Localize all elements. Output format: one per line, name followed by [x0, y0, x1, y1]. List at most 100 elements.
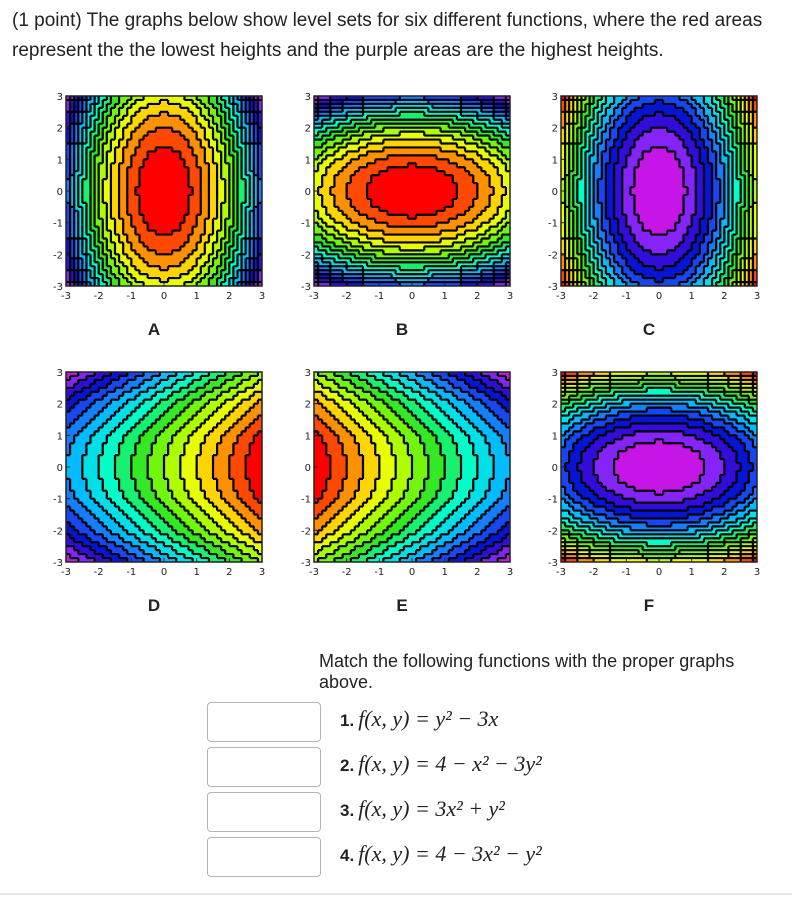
x-tick-label: -2 [342, 291, 352, 302]
x-tick-label: -3 [556, 567, 566, 578]
contour-svg: -3 -2 -1 0 1 2 3 3 2 1 0 -1 -2 -3 [301, 368, 513, 578]
y-tick-label: -1 [53, 219, 63, 230]
graph-label-a: A [147, 320, 161, 339]
x-tick-label: 1 [193, 291, 199, 302]
answer-input-1[interactable] [207, 702, 321, 742]
x-tick-label: -1 [374, 291, 384, 302]
x-tick-label: 2 [226, 567, 232, 578]
x-tick-label: -2 [589, 291, 599, 302]
graph-label-e: E [396, 596, 408, 615]
function-formula: 3. f(x, y) = 3x² + y² [340, 796, 505, 822]
y-tick-label: -2 [548, 250, 558, 261]
contour-fill [66, 96, 263, 287]
y-tick-label: 3 [305, 92, 311, 103]
y-tick-label: 1 [305, 431, 311, 442]
x-tick-label: 3 [259, 291, 265, 302]
y-tick-label: -1 [548, 219, 558, 230]
y-tick-label: 3 [57, 368, 63, 379]
contour-svg: -3 -2 -1 0 1 2 3 3 2 1 0 -1 -2 -3 [53, 368, 265, 578]
x-tick-label: 3 [507, 291, 513, 302]
y-tick-label: -1 [301, 219, 311, 230]
divider [0, 893, 792, 895]
x-tick-label: -2 [589, 567, 599, 578]
contour-fill [66, 372, 263, 563]
contour-lines [561, 372, 757, 562]
x-tick-label: -1 [126, 567, 136, 578]
x-tick-label: -1 [126, 291, 136, 302]
function-formula: 1. f(x, y) = y² − 3x [340, 706, 498, 732]
contour-fill [314, 372, 511, 563]
x-tick-label: -1 [621, 567, 631, 578]
answer-input-2[interactable] [207, 747, 321, 787]
y-tick-label: -2 [53, 250, 63, 261]
x-tick-label: 3 [259, 567, 265, 578]
y-tick-label: 2 [57, 124, 63, 135]
contour-lines [66, 372, 262, 562]
x-tick-label: -3 [309, 291, 319, 302]
match-instruction: Match the following functions with the p… [319, 651, 735, 692]
graph-label-b: B [395, 320, 409, 339]
x-tick-label: 3 [507, 567, 513, 578]
contour-svg: -3 -2 -1 0 1 2 3 3 2 1 0 -1 -2 -3 [301, 92, 513, 302]
graph-label-d: D [147, 596, 161, 615]
x-tick-label: 1 [441, 567, 447, 578]
function-formula: 4. f(x, y) = 4 − 3x² − y² [340, 841, 542, 867]
x-tick-label: -1 [621, 291, 631, 302]
graph-label-c: C [642, 320, 656, 339]
y-tick-label: -1 [301, 495, 311, 506]
x-tick-label: 0 [161, 567, 167, 578]
y-tick-label: 0 [552, 187, 558, 198]
contour-plot-a: -3 -2 -1 0 1 2 3 3 2 1 0 -1 -2 -3 [36, 90, 278, 310]
contour-fill [561, 96, 758, 287]
x-tick-label: 3 [754, 567, 760, 578]
x-tick-label: 1 [688, 567, 694, 578]
x-tick-label: 0 [656, 567, 662, 578]
y-tick-label: -3 [548, 558, 558, 569]
x-tick-label: 2 [474, 567, 480, 578]
problem-intro: (1 point) The graphs below show level se… [12, 10, 763, 61]
y-tick-label: 0 [305, 463, 311, 474]
contour-plot-b: -3 -2 -1 0 1 2 3 3 2 1 0 -1 -2 -3 [284, 90, 526, 310]
x-tick-label: 0 [656, 291, 662, 302]
contour-svg: -3 -2 -1 0 1 2 3 3 2 1 0 -1 -2 -3 [53, 92, 265, 302]
function-formula: 2. f(x, y) = 4 − x² − 3y² [340, 751, 542, 777]
contour-lines [66, 96, 262, 286]
question-number: 2. [340, 756, 355, 775]
y-tick-label: 1 [57, 431, 63, 442]
y-tick-label: 3 [552, 92, 558, 103]
formula-text: f(x, y) = 3x² + y² [358, 796, 505, 821]
contour-plot-f: -3 -2 -1 0 1 2 3 3 2 1 0 -1 -2 -3 [531, 366, 773, 586]
y-tick-label: 3 [57, 92, 63, 103]
contour-lines [314, 96, 510, 286]
formula-text: f(x, y) = y² − 3x [358, 706, 499, 731]
x-tick-label: 2 [721, 291, 727, 302]
x-tick-label: -3 [556, 291, 566, 302]
x-tick-label: -2 [94, 567, 104, 578]
y-tick-label: 3 [305, 368, 311, 379]
y-tick-label: 2 [305, 400, 311, 411]
y-tick-label: 1 [552, 431, 558, 442]
y-tick-label: 1 [57, 155, 63, 166]
answer-input-3[interactable] [207, 792, 321, 832]
y-tick-label: 0 [552, 463, 558, 474]
x-tick-label: -1 [374, 567, 384, 578]
x-tick-label: 1 [688, 291, 694, 302]
y-tick-label: 0 [305, 187, 311, 198]
question-number: 1. [340, 711, 355, 730]
x-tick-label: -2 [94, 291, 104, 302]
x-tick-label: 0 [409, 567, 415, 578]
x-tick-label: 0 [161, 291, 167, 302]
y-tick-label: 0 [57, 187, 63, 198]
x-tick-label: 0 [409, 291, 415, 302]
answer-input-4[interactable] [207, 837, 321, 877]
x-tick-label: -3 [309, 567, 319, 578]
x-tick-label: -3 [61, 291, 71, 302]
y-tick-label: -3 [53, 282, 63, 293]
y-tick-label: 3 [552, 368, 558, 379]
x-tick-label: 2 [721, 567, 727, 578]
contour-lines [314, 372, 510, 562]
y-tick-label: -3 [301, 282, 311, 293]
formula-text: f(x, y) = 4 − 3x² − y² [358, 841, 542, 866]
contour-svg: -3 -2 -1 0 1 2 3 3 2 1 0 -1 -2 -3 [548, 368, 760, 578]
x-tick-label: 3 [754, 291, 760, 302]
